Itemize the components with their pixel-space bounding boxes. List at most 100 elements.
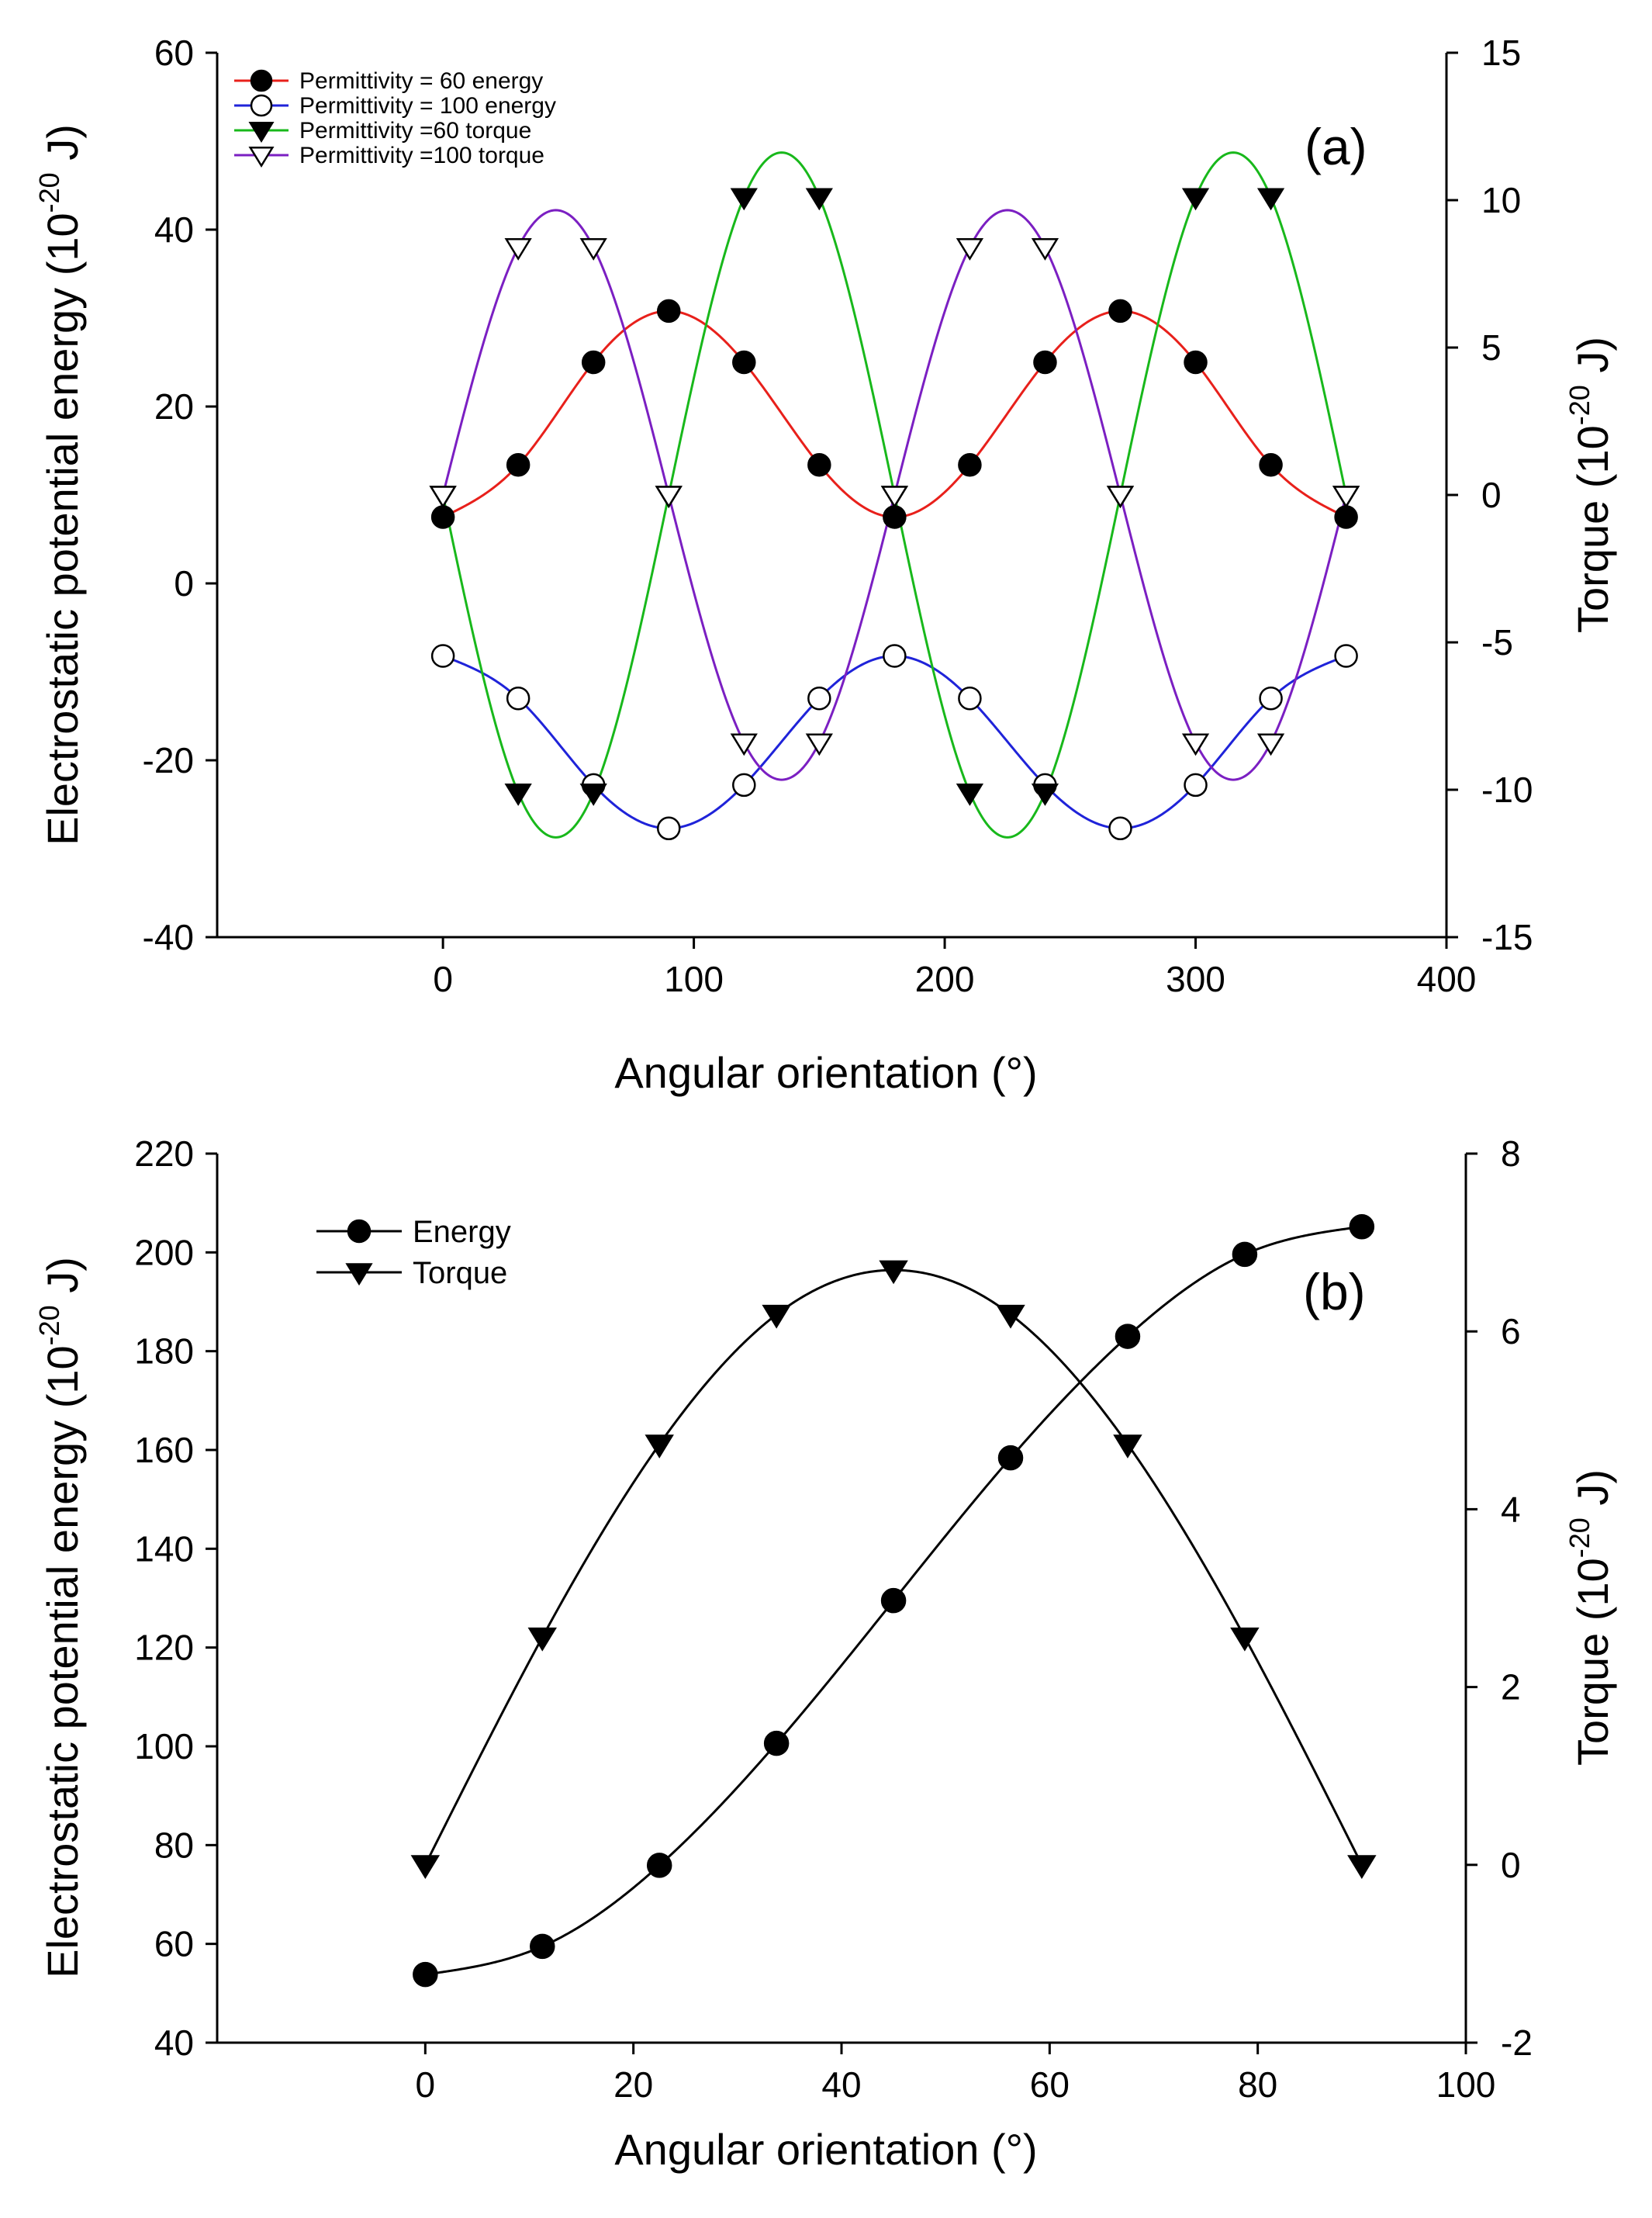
data-point-2-11 [1256, 188, 1285, 211]
y2-axis-title: Torque (10-20 J) [1564, 337, 1617, 633]
legend-label-0: Energy [413, 1215, 511, 1249]
y-tick-label: 20 [154, 386, 194, 427]
data-point-0-4 [880, 1587, 907, 1614]
y2-tick-label: 4 [1501, 1489, 1521, 1529]
data-point-2-4 [730, 188, 758, 211]
data-point-1-3 [762, 1304, 791, 1329]
y-tick-label: 120 [134, 1628, 194, 1668]
legend-marker-3 [248, 147, 275, 168]
x-tick-label: 200 [915, 959, 975, 999]
y2-tick-label: 6 [1501, 1311, 1521, 1351]
y2-tick-label: 0 [1501, 1845, 1521, 1885]
y2-tick-label: -2 [1501, 2022, 1533, 2063]
y-tick-label: -40 [143, 917, 194, 957]
data-point-0-0 [413, 1961, 438, 1988]
data-point-0-8 [1033, 350, 1057, 375]
legend-label-1: Permittivity = 100 energy [299, 93, 556, 119]
data-point-3-8 [1031, 238, 1059, 261]
data-point-3-9 [1106, 486, 1135, 509]
panel-label-a: (a) [1305, 118, 1367, 175]
data-point-0-7 [958, 452, 982, 477]
y-tick-label: 220 [134, 1133, 194, 1174]
x-tick-label: 100 [1436, 2064, 1496, 2105]
data-point-3-0 [429, 486, 457, 509]
legend-label-3: Permittivity =100 torque [299, 143, 544, 168]
data-point-1-1 [527, 1627, 557, 1652]
data-point-3-10 [1181, 733, 1210, 756]
series-line-1 [423, 1268, 1363, 1866]
data-point-3-1 [504, 238, 532, 261]
y2-tick-label: 5 [1481, 327, 1502, 368]
legend-marker-1 [250, 94, 273, 117]
data-point-1-7 [1230, 1627, 1260, 1652]
y-tick-label: 0 [174, 563, 194, 604]
data-point-3-6 [880, 486, 908, 509]
y-tick-label: 60 [154, 33, 194, 73]
data-point-0-6 [1115, 1324, 1141, 1349]
data-point-0-2 [646, 1853, 672, 1878]
legend-marker-2 [248, 122, 275, 144]
y2-tick-label: 10 [1481, 180, 1521, 220]
data-point-1-0 [410, 1855, 441, 1879]
data-point-3-11 [1256, 733, 1285, 756]
data-point-0-1 [530, 1933, 555, 1960]
data-point-0-8 [1349, 1213, 1375, 1240]
data-point-2-1 [504, 784, 532, 806]
y-tick-label: 180 [134, 1331, 194, 1372]
data-point-2-10 [1181, 188, 1210, 211]
chart-panel-a: 0 100 200 300 400 -40 -20 0 20 40 60 -15 -10 -5 0 5 10 15… [33, 33, 1617, 1097]
data-point-1-9 [1108, 816, 1132, 841]
y-tick-label: 80 [154, 1825, 194, 1865]
data-point-1-8 [1347, 1855, 1377, 1879]
series-line-1 [442, 654, 1347, 830]
legend-marker-1 [345, 1263, 373, 1286]
x-tick-label: 40 [821, 2064, 861, 2105]
data-point-3-4 [730, 733, 758, 756]
y2-tick-label: 15 [1481, 33, 1521, 73]
legend-marker-0 [347, 1219, 372, 1244]
x-tick-label: 100 [664, 959, 724, 999]
data-point-3-3 [655, 486, 683, 509]
data-point-0-5 [997, 1445, 1024, 1471]
data-point-0-7 [1232, 1241, 1258, 1268]
y-tick-label: -20 [143, 740, 194, 780]
legend-label-0: Permittivity = 60 energy [299, 68, 543, 94]
y2-tick-label: 8 [1501, 1133, 1521, 1174]
y2-tick-label: 0 [1481, 475, 1502, 515]
data-point-0-10 [1184, 350, 1208, 375]
data-point-1-4 [879, 1260, 908, 1285]
x-tick-label: 20 [613, 2064, 653, 2105]
y-tick-label: 160 [134, 1430, 194, 1470]
data-point-0-3 [656, 299, 681, 324]
panel-label-b: (b) [1303, 1263, 1366, 1320]
data-point-1-5 [996, 1304, 1025, 1329]
data-point-1-6 [883, 644, 907, 668]
data-point-1-5 [807, 686, 831, 711]
data-point-0-0 [430, 505, 455, 529]
x-tick-label: 0 [433, 959, 453, 999]
data-point-3-5 [805, 733, 833, 756]
data-point-0-12 [1334, 505, 1358, 529]
data-point-0-3 [763, 1730, 790, 1756]
data-point-0-4 [732, 350, 756, 375]
data-point-1-1 [506, 686, 531, 711]
data-point-1-12 [1334, 644, 1358, 668]
y-axis-title: Electrostatic potential energy (10-20 J) [33, 1257, 87, 1978]
data-point-0-9 [1108, 299, 1132, 324]
x-tick-label: 80 [1238, 2064, 1277, 2105]
x-tick-label: 60 [1030, 2064, 1070, 2105]
y-tick-label: 200 [134, 1232, 194, 1272]
legend-marker-0 [250, 69, 273, 92]
x-axis-title: Angular orientation (°) [614, 2125, 1037, 2174]
data-point-0-6 [883, 505, 907, 529]
data-point-0-2 [581, 350, 606, 375]
data-point-1-6 [1113, 1434, 1142, 1458]
x-tick-label: 300 [1166, 959, 1225, 999]
y-tick-label: 40 [154, 2022, 194, 2063]
x-axis-title: Angular orientation (°) [614, 1048, 1037, 1097]
legend-label-2: Permittivity =60 torque [299, 118, 531, 144]
data-point-1-7 [958, 686, 982, 711]
data-point-1-0 [430, 644, 455, 668]
